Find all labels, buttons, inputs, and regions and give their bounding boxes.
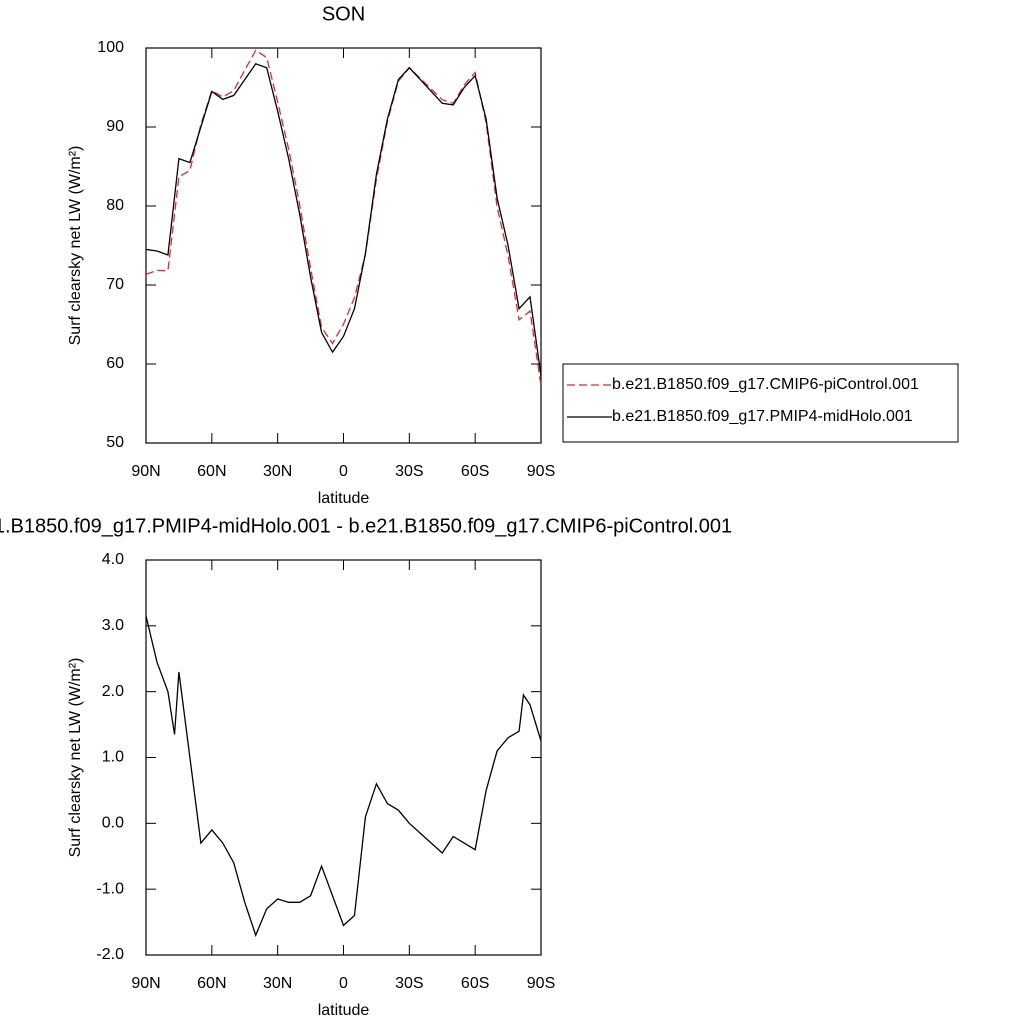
y-tick-label: 90 bbox=[106, 118, 124, 135]
y-tick-label: 4.0 bbox=[102, 551, 124, 568]
y-tick-label: 60 bbox=[106, 355, 124, 372]
plot-frame bbox=[145, 559, 542, 956]
y-tick-label: -2.0 bbox=[96, 946, 124, 963]
legend-label: b.e21.B1850.f09_g17.CMIP6-piControl.001 bbox=[612, 376, 919, 393]
chart-title: SON bbox=[322, 3, 365, 25]
y-axis-label: Surf clearsky net LW (W/m²) bbox=[67, 658, 84, 858]
x-tick-label: 60N bbox=[197, 975, 226, 992]
x-tick-label: 90S bbox=[527, 463, 555, 480]
x-tick-label: 90S bbox=[527, 975, 555, 992]
y-axis-label: Surf clearsky net LW (W/m²) bbox=[67, 146, 84, 346]
x-axis-label: latitude bbox=[318, 1002, 370, 1019]
y-tick-label: 50 bbox=[106, 434, 124, 451]
x-tick-label: 30N bbox=[263, 463, 292, 480]
x-tick-label: 60S bbox=[461, 975, 489, 992]
y-tick-label: 1.0 bbox=[102, 749, 124, 766]
x-tick-label: 0 bbox=[339, 975, 348, 992]
x-tick-label: 90N bbox=[131, 463, 160, 480]
x-tick-label: 0 bbox=[339, 463, 348, 480]
y-tick-label: 100 bbox=[97, 39, 124, 56]
x-axis-label: latitude bbox=[318, 490, 370, 507]
data-line bbox=[145, 49, 542, 386]
x-tick-label: 90N bbox=[131, 975, 160, 992]
x-tick-label: 60N bbox=[197, 463, 226, 480]
y-tick-label: 3.0 bbox=[102, 617, 124, 634]
y-tick-label: 70 bbox=[106, 276, 124, 293]
x-tick-label: 60S bbox=[461, 463, 489, 480]
legend-label: b.e21.B1850.f09_g17.PMIP4-midHolo.001 bbox=[612, 408, 913, 425]
chart-title: b.e21.B1850.f09_g17.PMIP4-midHolo.001 - … bbox=[0, 515, 732, 537]
legend-box bbox=[562, 363, 959, 443]
plot-frame bbox=[145, 47, 542, 444]
y-tick-label: -1.0 bbox=[96, 880, 124, 897]
x-tick-label: 30S bbox=[395, 463, 423, 480]
data-line bbox=[145, 63, 542, 376]
y-tick-label: 80 bbox=[106, 197, 124, 214]
x-tick-label: 30S bbox=[395, 975, 423, 992]
x-tick-label: 30N bbox=[263, 975, 292, 992]
data-line bbox=[145, 615, 542, 938]
y-tick-label: 2.0 bbox=[102, 683, 124, 700]
y-tick-label: 0.0 bbox=[102, 815, 124, 832]
